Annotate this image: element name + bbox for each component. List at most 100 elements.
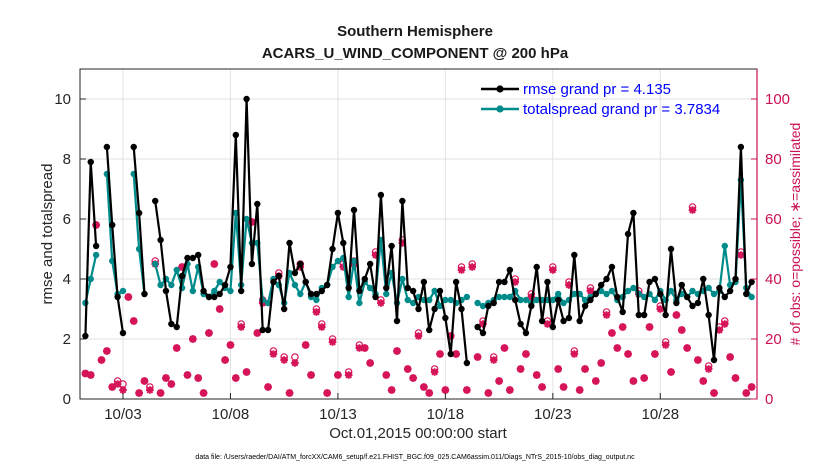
- rmse-point: [512, 296, 519, 304]
- rmse-point: [270, 278, 277, 286]
- obs-assimilated-point: [511, 278, 520, 286]
- rmse-point: [662, 311, 669, 319]
- spread-point: [571, 290, 578, 298]
- obs-assimilated-point: [382, 371, 391, 379]
- x-tick-label-2: 10/13: [319, 406, 357, 423]
- obs-assimilated-point: [146, 386, 154, 394]
- obs-assimilated-point: [441, 386, 450, 394]
- rmse-point: [318, 287, 325, 295]
- obs-assimilated-point: [414, 332, 423, 340]
- obs-assimilated-point: [172, 344, 181, 352]
- obs-assimilated-point: [489, 356, 498, 364]
- obs-assimilated-point: [452, 350, 460, 358]
- x-axis: 10/03 10/08 10/13 10/18 10/23 10/28: [104, 393, 679, 423]
- obs-assimilated-point: [237, 323, 245, 331]
- legend-spread-label: totalspread grand pr = 3.7834: [523, 101, 720, 118]
- rmse-point: [549, 323, 557, 331]
- obs-assimilated-point: [586, 287, 595, 295]
- rmse-point: [657, 290, 664, 298]
- spread-point: [479, 302, 487, 310]
- spread-point: [522, 296, 530, 304]
- spread-point: [157, 281, 164, 289]
- spread-point: [689, 287, 696, 295]
- obs-assimilated-point: [210, 260, 219, 268]
- spread-point: [624, 287, 632, 295]
- rmse-point: [463, 359, 471, 367]
- rmse-point: [345, 284, 352, 292]
- rmse-point: [264, 326, 272, 334]
- obs-assimilated-point: [183, 371, 192, 379]
- rmse-point: [581, 302, 589, 310]
- x-tick-label-1: 10/08: [212, 406, 250, 423]
- rmse-point: [280, 305, 288, 313]
- rmse-point: [141, 290, 148, 298]
- rmse-point: [630, 209, 637, 217]
- obs-assimilated-point: [393, 347, 401, 355]
- obs-assimilated-point: [538, 383, 546, 391]
- obs-assimilated-point: [205, 329, 213, 337]
- obs-assimilated-point: [430, 368, 439, 376]
- y2-tick-label-0: 0: [765, 391, 773, 408]
- rmse-point: [211, 293, 218, 301]
- x-tick-label-4: 10/23: [534, 406, 572, 423]
- rmse-point: [383, 284, 390, 292]
- obs-assimilated-point: [360, 344, 369, 352]
- obs-assimilated-point: [645, 323, 654, 331]
- rmse-point: [87, 158, 94, 166]
- data-file-footnote: data file: /Users/raeder/DAI/ATM_forcXX/…: [195, 454, 635, 461]
- obs-assimilated-point: [344, 371, 353, 379]
- obs-assimilated-point: [194, 374, 203, 382]
- rmse-point: [597, 281, 605, 289]
- rmse-point: [372, 293, 379, 301]
- spread-point: [404, 296, 411, 304]
- spread-point: [291, 281, 299, 289]
- rmse-point: [554, 296, 562, 304]
- rmse-point: [350, 206, 358, 214]
- rmse-point: [216, 290, 223, 298]
- obs-assimilated-point: [291, 359, 299, 367]
- obs-assimilated-point: [597, 359, 605, 367]
- obs-assimilated-point: [688, 206, 697, 214]
- obs-assimilated-point: [640, 374, 648, 382]
- rmse-point: [361, 275, 368, 283]
- spread-point: [710, 290, 718, 298]
- spread-point: [211, 287, 218, 295]
- rmse-point: [635, 311, 642, 319]
- rmse-point: [157, 236, 164, 244]
- rmse-point: [651, 275, 659, 283]
- spread-point: [173, 266, 180, 274]
- y2-tick-label-2: 40: [765, 271, 782, 288]
- spread-point: [721, 242, 728, 250]
- x-tick-label-0: 10/03: [104, 406, 142, 423]
- rmse-point: [517, 320, 524, 328]
- obs-assimilated-point: [189, 335, 197, 343]
- obs-assimilated-point: [86, 371, 95, 379]
- rmse-point: [173, 323, 180, 331]
- rmse-point: [694, 299, 702, 307]
- rmse-point: [447, 350, 454, 358]
- y-tick-label-1: 2: [63, 331, 71, 348]
- obs-assimilated-point: [672, 311, 681, 319]
- rmse-point: [366, 260, 374, 268]
- obs-assimilated-point: [420, 383, 428, 391]
- obs-assimilated-point: [285, 389, 294, 397]
- obs-assimilated-point: [683, 344, 691, 352]
- rmse-point: [254, 200, 261, 208]
- rmse-point: [168, 320, 175, 328]
- rmse-point: [619, 308, 626, 316]
- rmse-point: [275, 272, 283, 280]
- obs-assimilated-point: [248, 218, 256, 226]
- rmse-point: [673, 299, 680, 307]
- obs-assimilated-point: [495, 377, 503, 385]
- y-axis-label: rmse and totalspread: [39, 164, 56, 305]
- rmse-point: [189, 254, 197, 262]
- rmse-point: [227, 263, 234, 271]
- spread-point: [474, 299, 481, 307]
- spread-point: [442, 296, 449, 304]
- obs-assimilated-point: [699, 377, 708, 385]
- rmse-point: [195, 251, 202, 259]
- obs-assimilated-point: [575, 386, 584, 394]
- spread-point: [603, 290, 610, 298]
- rmse-point: [297, 260, 304, 268]
- chart-title: Southern Hemisphere: [337, 23, 493, 40]
